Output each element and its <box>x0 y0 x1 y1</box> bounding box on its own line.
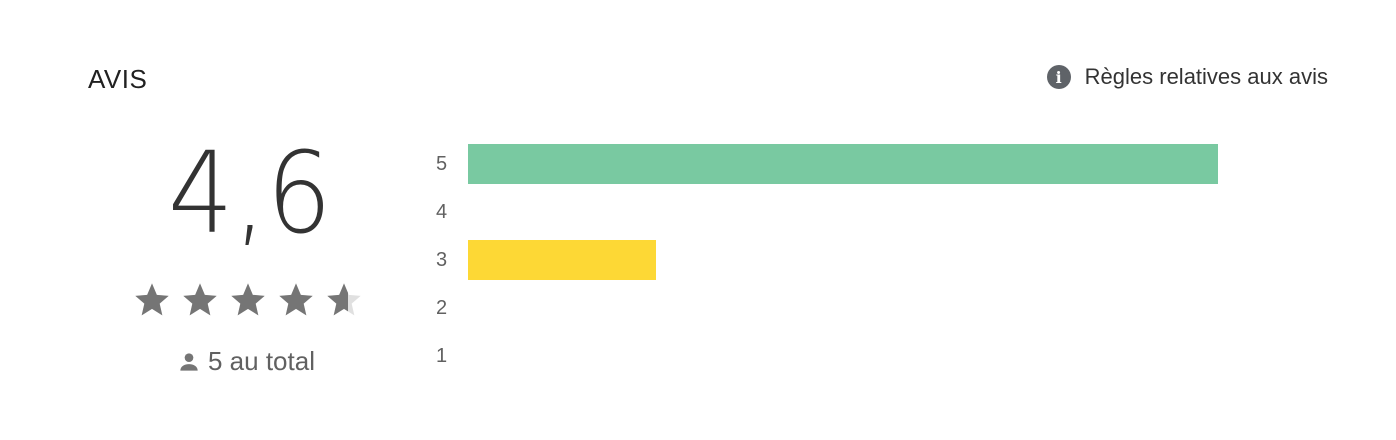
star-icon <box>231 283 265 316</box>
histogram-track <box>468 288 1218 328</box>
histogram-label: 1 <box>436 344 448 367</box>
histogram-row-5: 5 <box>436 144 1218 184</box>
histogram-bar <box>468 144 1218 184</box>
histogram-label: 5 <box>436 152 448 175</box>
info-icon: i <box>1046 65 1071 89</box>
star-icon <box>135 283 169 316</box>
histogram-track <box>468 144 1218 184</box>
star-icon <box>327 283 361 316</box>
histogram-row-1: 1 <box>436 336 1218 376</box>
histogram-label: 3 <box>436 248 448 271</box>
star-rating <box>132 280 364 320</box>
review-policy-label: Règles relatives aux avis <box>1084 64 1328 89</box>
histogram-track <box>468 240 1218 280</box>
review-policy-link[interactable]: i Règles relatives aux avis <box>1046 64 1328 90</box>
star-icon <box>183 283 217 316</box>
total-reviews-label: 5 au total <box>208 346 315 376</box>
histogram-label: 2 <box>436 296 448 319</box>
star-icon <box>279 283 313 316</box>
histogram-bar <box>468 240 656 280</box>
total-reviews: 5 au total <box>176 346 315 377</box>
average-rating: 4,6 <box>168 129 332 259</box>
section-title: AVIS <box>88 64 148 94</box>
histogram-row-2: 2 <box>436 288 1218 328</box>
histogram-track <box>468 336 1218 376</box>
histogram-row-3: 3 <box>436 240 1218 280</box>
rating-histogram: 5 4 3 2 1 <box>436 144 1218 384</box>
histogram-label: 4 <box>436 200 448 223</box>
person-icon <box>180 352 198 371</box>
histogram-row-4: 4 <box>436 192 1218 232</box>
histogram-track <box>468 192 1218 232</box>
